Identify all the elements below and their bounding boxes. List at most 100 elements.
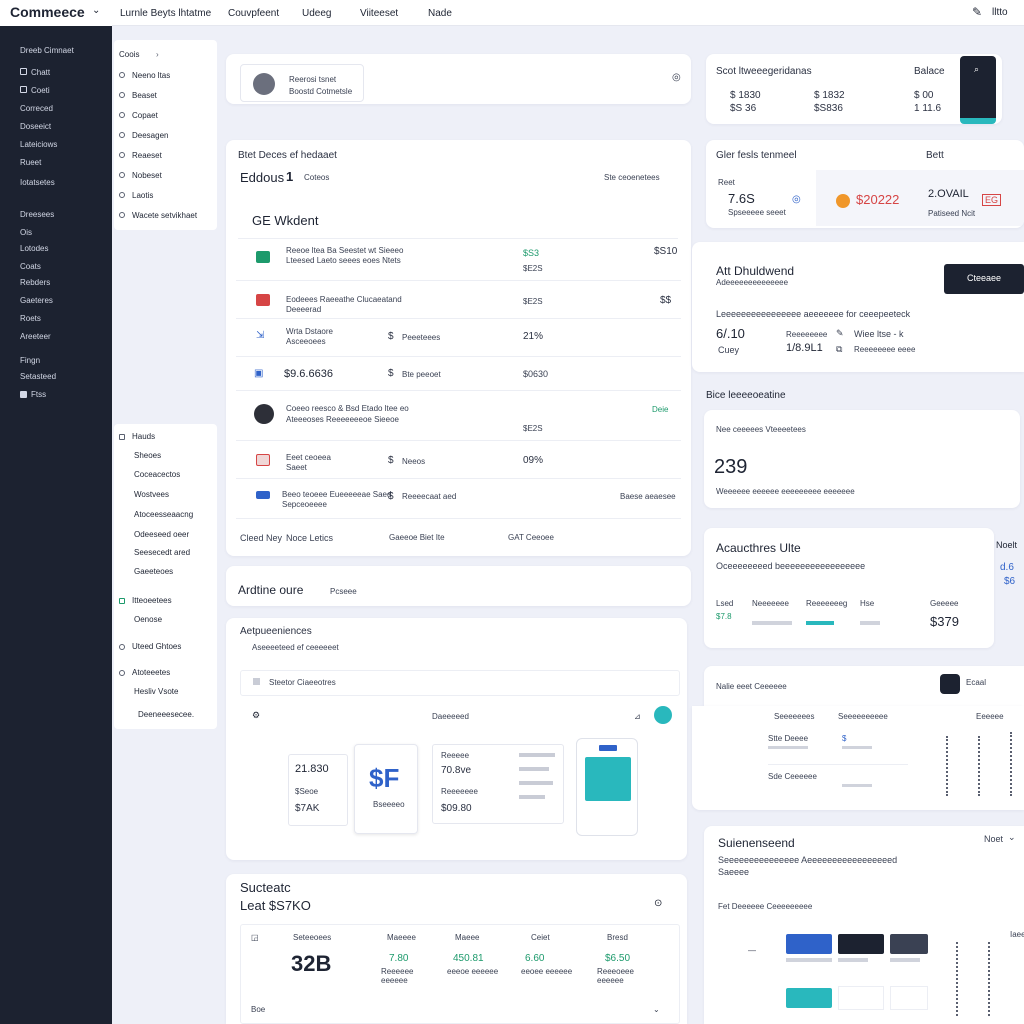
- order-name[interactable]: Eeet ceoeea: [286, 453, 331, 462]
- sidebar-item[interactable]: Chatt: [31, 68, 51, 77]
- product-tile-wide[interactable]: Reeeee 70.8ve Reeeeeee $09.80: [432, 744, 564, 824]
- footer-mid[interactable]: Gaeeoe Biet Ite: [389, 533, 445, 542]
- secondary-item[interactable]: Beaset: [132, 91, 157, 100]
- dark-badge[interactable]: [940, 674, 960, 694]
- orders-filter[interactable]: Coteos: [304, 173, 330, 182]
- orders-side-row[interactable]: Sde Ceeeeee: [768, 772, 817, 781]
- product-tile[interactable]: 21.830 $Seoe $7AK: [288, 754, 348, 826]
- order-name[interactable]: Reeoe ltea Ba Seestet wt Sieeeo: [286, 246, 404, 255]
- search-icon[interactable]: ⌕: [974, 64, 980, 74]
- top-nav-item-5[interactable]: Nade: [428, 8, 452, 19]
- secondary-item[interactable]: Reaeset: [132, 151, 162, 160]
- top-right-label[interactable]: lltto: [992, 7, 1008, 18]
- footer-right[interactable]: GAT Ceeoee: [508, 533, 554, 542]
- secondary-item[interactable]: Laotis: [132, 191, 154, 200]
- order-name[interactable]: Wrta Dstaore: [286, 327, 333, 336]
- secondary-menu-title[interactable]: Coois: [119, 50, 140, 59]
- secondary-menu-heading[interactable]: Uteed Ghtoes: [132, 642, 182, 651]
- brand[interactable]: Commeece ⌄: [0, 0, 112, 26]
- products-card: Aetpueeniences Aseeeeteed ef ceeeeeet St…: [226, 618, 687, 860]
- sidebar-item[interactable]: Rebders: [20, 278, 51, 287]
- secondary-item[interactable]: Sheoes: [134, 451, 162, 460]
- sidebar-item[interactable]: Coeti: [31, 86, 50, 95]
- secondary-item[interactable]: Hesliv Vsote: [134, 687, 179, 696]
- secondary-item[interactable]: Gaeeteoes: [134, 567, 174, 576]
- sidebar-item[interactable]: Iotatsetes: [20, 178, 55, 187]
- sidebar-item[interactable]: Lateiciows: [20, 140, 58, 149]
- top-nav-item-2[interactable]: Couvpfeent: [228, 8, 280, 19]
- phone-preview[interactable]: [576, 738, 638, 836]
- sidebar-item[interactable]: Coats: [20, 262, 41, 271]
- sidebar-item[interactable]: Areeteer: [20, 332, 51, 341]
- product-tile-featured[interactable]: $F Bseeeeo: [354, 744, 418, 834]
- footer-left[interactable]: Cleed Ney: [240, 533, 283, 543]
- secondary-item[interactable]: Wacete setvikhaet: [132, 211, 198, 220]
- top-nav-item-1[interactable]: Lurnle Beyts lhtatme: [120, 8, 212, 19]
- order-name[interactable]: $9.6.6636: [284, 368, 333, 380]
- twitter-icon[interactable]: [654, 706, 672, 724]
- top-nav-item-3[interactable]: Udeeg: [302, 8, 332, 19]
- secondary-item[interactable]: Nobeset: [132, 171, 162, 180]
- products-filter-bar[interactable]: Steetor Ciaeeotres: [240, 670, 680, 696]
- avatar[interactable]: [253, 73, 275, 95]
- theme-thumb[interactable]: [786, 934, 832, 954]
- checkbox-icon[interactable]: [253, 678, 260, 685]
- sidebar-item[interactable]: Fingn: [20, 356, 41, 365]
- secondary-item[interactable]: Copaet: [132, 111, 158, 120]
- secondary-menu-heading[interactable]: Itteoeetees: [132, 596, 172, 605]
- sidebar-item[interactable]: Setasteed: [20, 372, 57, 381]
- sidebar-item[interactable]: Ois: [20, 228, 32, 237]
- camera-icon[interactable]: ◎: [672, 72, 681, 83]
- sales-col: Seteeoees: [293, 933, 332, 942]
- sidebar-item[interactable]: Gaeteres: [20, 296, 53, 305]
- secondary-menu-heading[interactable]: Hauds: [132, 432, 156, 441]
- create-button[interactable]: Cteeaee: [944, 264, 1024, 294]
- theme-thumb[interactable]: [838, 934, 884, 954]
- orders-right-filter[interactable]: Ste ceoenetees: [604, 173, 660, 182]
- profile-box[interactable]: Reerosi tsnet Boostd Cotmetsle: [240, 64, 364, 102]
- order-name[interactable]: Eodeees Raeeathe Clucaeatand: [286, 295, 402, 304]
- sidebar-item[interactable]: Dreesees: [20, 210, 55, 219]
- info-icon[interactable]: ◎: [792, 194, 801, 205]
- sidebar-item[interactable]: Correced: [20, 104, 53, 113]
- order-name[interactable]: Coeeo reesco & Bsd Etado ltee eo: [286, 404, 409, 413]
- secondary-item[interactable]: Oenose: [134, 615, 163, 624]
- avatar[interactable]: [254, 404, 274, 424]
- secondary-item[interactable]: Neeno ltas: [132, 71, 171, 80]
- settings-icon[interactable]: ⚙: [252, 710, 261, 720]
- copy-icon[interactable]: ⧉: [836, 344, 843, 354]
- sidebar-item[interactable]: Roets: [20, 314, 41, 323]
- order-name[interactable]: Beeo teoeee Eueeeeeae Saed: [282, 490, 392, 499]
- secondary-menu-heading[interactable]: Atoteeetes: [132, 668, 171, 677]
- sidebar-item[interactable]: Lotodes: [20, 244, 49, 253]
- secondary-item[interactable]: Deeneeesecee.: [138, 710, 195, 719]
- edit-icon[interactable]: ✎: [972, 5, 983, 19]
- theme-thumb[interactable]: [838, 986, 884, 1010]
- chevron-down-icon[interactable]: ⌄: [653, 1005, 660, 1014]
- more-icon[interactable]: ⊙: [654, 898, 663, 909]
- secondary-item[interactable]: Wostvees: [134, 490, 169, 499]
- ad-bar-sub[interactable]: Pcseee: [330, 587, 357, 596]
- theme-thumb[interactable]: [890, 986, 928, 1010]
- top-nav-item-4[interactable]: Viiteeset: [360, 8, 399, 19]
- footer-left2[interactable]: Noce Letics: [286, 533, 334, 543]
- secondary-item[interactable]: Deesagen: [132, 131, 169, 140]
- chevron-down-icon[interactable]: ⌄: [1008, 832, 1016, 842]
- secondary-item[interactable]: Coceacectos: [134, 470, 181, 479]
- sidebar-item[interactable]: Ftss: [31, 390, 47, 399]
- chevron-right-icon[interactable]: ›: [156, 50, 159, 59]
- sales-footer-left[interactable]: Boe: [251, 1005, 266, 1014]
- secondary-item[interactable]: Seesecedt ared: [134, 548, 191, 557]
- theme-thumb[interactable]: [786, 988, 832, 1008]
- secondary-item[interactable]: Odeeseed oeer: [134, 530, 190, 539]
- edit-icon[interactable]: ✎: [836, 328, 844, 338]
- suite-right[interactable]: Noet: [984, 834, 1004, 844]
- orders-side-row[interactable]: Stte Deeee: [768, 734, 809, 743]
- chevron-down-icon[interactable]: ⌄: [92, 5, 101, 16]
- device-preview[interactable]: ⌕: [960, 56, 996, 124]
- theme-thumb[interactable]: [890, 934, 928, 954]
- sidebar-item[interactable]: Rueet: [20, 158, 42, 167]
- secondary-item[interactable]: Atoceesseaacng: [134, 510, 194, 519]
- product-icon: [256, 454, 270, 466]
- sidebar-item[interactable]: Doseeict: [20, 122, 52, 131]
